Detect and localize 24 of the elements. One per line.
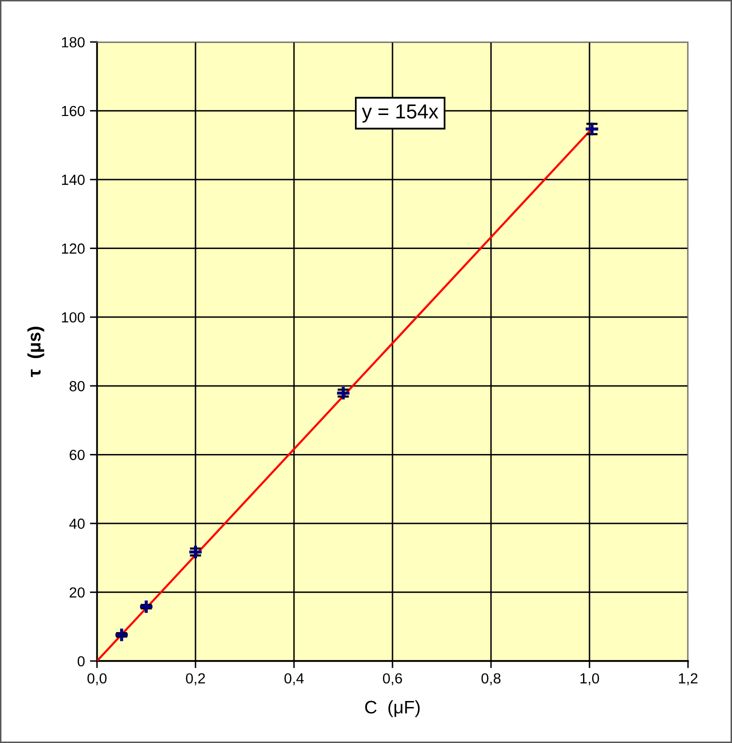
- y-tick-label: 20: [70, 587, 85, 598]
- y-tick-label: 60: [70, 450, 85, 460]
- annotation: y = 154x: [362, 104, 438, 123]
- x-tick-label: 0,6: [382, 673, 402, 686]
- y-tick-label: 120: [62, 243, 85, 254]
- point: [336, 385, 351, 401]
- x-tick-label: 1,0: [580, 673, 600, 686]
- x-tick-label: 1,2: [678, 673, 698, 686]
- x-tick-label: 0,8: [481, 673, 501, 686]
- y-tick-label: 40: [69, 518, 85, 529]
- x-axis-title: C (μF): [365, 700, 420, 718]
- x-tick-label: 0,4: [284, 673, 304, 686]
- y-tick-label: 160: [62, 106, 85, 116]
- y-tick-label: 80: [70, 380, 85, 392]
- x-tick-label: 0,2: [186, 673, 205, 686]
- point: [188, 544, 204, 560]
- point: [114, 627, 130, 643]
- y-axis-title: τ (μs): [27, 326, 44, 377]
- y-tick-label: 0: [78, 656, 85, 666]
- y-tick-label: 100: [62, 312, 85, 323]
- x-tick-label: 0,0: [87, 673, 107, 686]
- point: [138, 598, 154, 614]
- y-tick-label: 180: [62, 37, 85, 48]
- y-tick-label: 140: [62, 174, 85, 185]
